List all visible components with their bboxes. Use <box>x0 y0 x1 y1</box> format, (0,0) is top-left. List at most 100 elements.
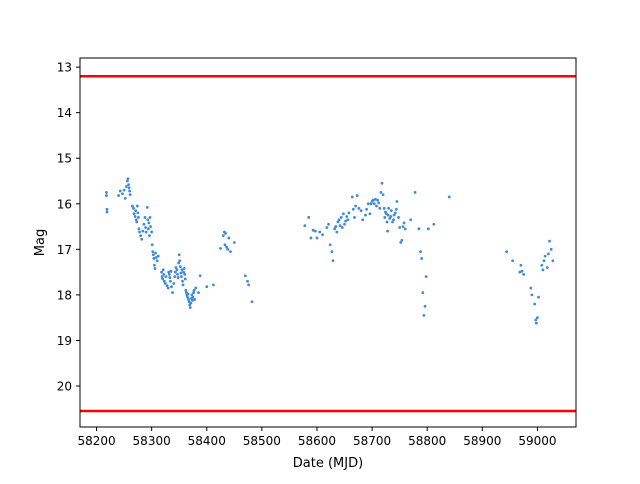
data-point <box>121 192 124 196</box>
data-point <box>132 212 136 216</box>
data-point <box>398 226 402 229</box>
data-point <box>105 207 109 211</box>
data-point <box>421 291 425 295</box>
data-point <box>188 306 192 310</box>
x-tick-label: 58400 <box>188 434 226 448</box>
data-point <box>311 228 315 232</box>
data-point <box>160 270 163 274</box>
data-point <box>325 226 329 229</box>
data-point <box>127 183 130 187</box>
data-point <box>365 207 368 211</box>
data-point <box>177 261 181 265</box>
data-point <box>144 230 148 234</box>
y-tick-label: 13 <box>57 61 72 75</box>
data-point <box>142 222 146 226</box>
data-point <box>359 209 363 213</box>
data-point <box>223 243 227 247</box>
data-point <box>177 253 181 257</box>
data-point <box>178 259 182 263</box>
data-point <box>334 225 338 228</box>
data-point <box>126 179 129 183</box>
y-tick-label: 14 <box>57 106 72 120</box>
data-point <box>380 181 384 185</box>
data-point <box>511 259 515 263</box>
data-point <box>354 204 357 208</box>
data-point <box>379 190 383 194</box>
data-point <box>366 202 370 206</box>
data-point <box>155 259 159 263</box>
data-point <box>399 241 403 244</box>
data-point <box>138 230 141 234</box>
data-point <box>193 298 197 301</box>
data-point <box>401 225 405 228</box>
data-point <box>315 236 319 240</box>
data-point <box>537 295 540 299</box>
data-point <box>369 202 373 206</box>
data-point <box>176 276 180 279</box>
data-point <box>224 231 227 235</box>
data-point <box>180 275 183 279</box>
data-point <box>182 270 186 274</box>
data-point <box>161 268 165 272</box>
data-point <box>420 257 424 260</box>
data-point <box>117 194 120 197</box>
data-point <box>413 190 417 194</box>
data-point <box>342 212 345 216</box>
data-point <box>247 283 251 287</box>
x-axis-label: Date (MJD) <box>293 456 363 471</box>
data-point <box>335 230 339 234</box>
data-point <box>219 247 222 250</box>
data-point <box>184 288 188 292</box>
data-point <box>162 279 166 283</box>
data-point <box>549 247 553 251</box>
data-point <box>534 321 538 325</box>
data-point <box>337 218 341 222</box>
data-point <box>153 267 157 270</box>
y-tick-label: 18 <box>57 288 72 302</box>
data-point <box>161 277 165 281</box>
data-point <box>146 227 150 231</box>
data-point <box>346 218 350 222</box>
x-tick-label: 58500 <box>243 434 281 448</box>
plot-frame <box>79 57 577 428</box>
data-point <box>152 257 156 260</box>
data-point <box>386 229 389 233</box>
y-axis-label: Mag <box>33 229 48 256</box>
data-point <box>343 222 346 226</box>
y-tick-label: 15 <box>57 152 72 166</box>
data-point <box>520 269 524 273</box>
data-point <box>156 254 160 258</box>
data-point <box>519 263 523 267</box>
x-tick-label: 58900 <box>463 434 501 448</box>
data-point <box>167 272 171 276</box>
data-point <box>541 268 545 272</box>
data-point <box>374 197 377 201</box>
data-point <box>364 213 367 217</box>
data-point <box>128 193 132 197</box>
data-point <box>540 263 544 267</box>
data-point <box>197 291 200 295</box>
data-point <box>330 250 334 254</box>
data-point <box>318 230 322 234</box>
reference-lines <box>80 74 576 413</box>
data-point <box>134 209 138 213</box>
data-point <box>145 206 149 209</box>
data-point <box>382 206 386 210</box>
data-point <box>151 253 155 257</box>
data-point <box>381 193 385 197</box>
data-point <box>321 233 324 237</box>
data-point <box>205 285 209 289</box>
data-point <box>424 275 428 279</box>
data-point <box>543 254 547 258</box>
x-tick-label: 58600 <box>298 434 336 448</box>
data-point <box>372 202 376 206</box>
data-point <box>340 226 344 229</box>
data-point <box>545 266 549 269</box>
data-point <box>353 216 356 219</box>
data-point <box>165 284 169 288</box>
data-point <box>393 211 397 215</box>
data-point <box>126 177 130 181</box>
data-point <box>148 234 151 238</box>
data-point <box>167 270 171 274</box>
